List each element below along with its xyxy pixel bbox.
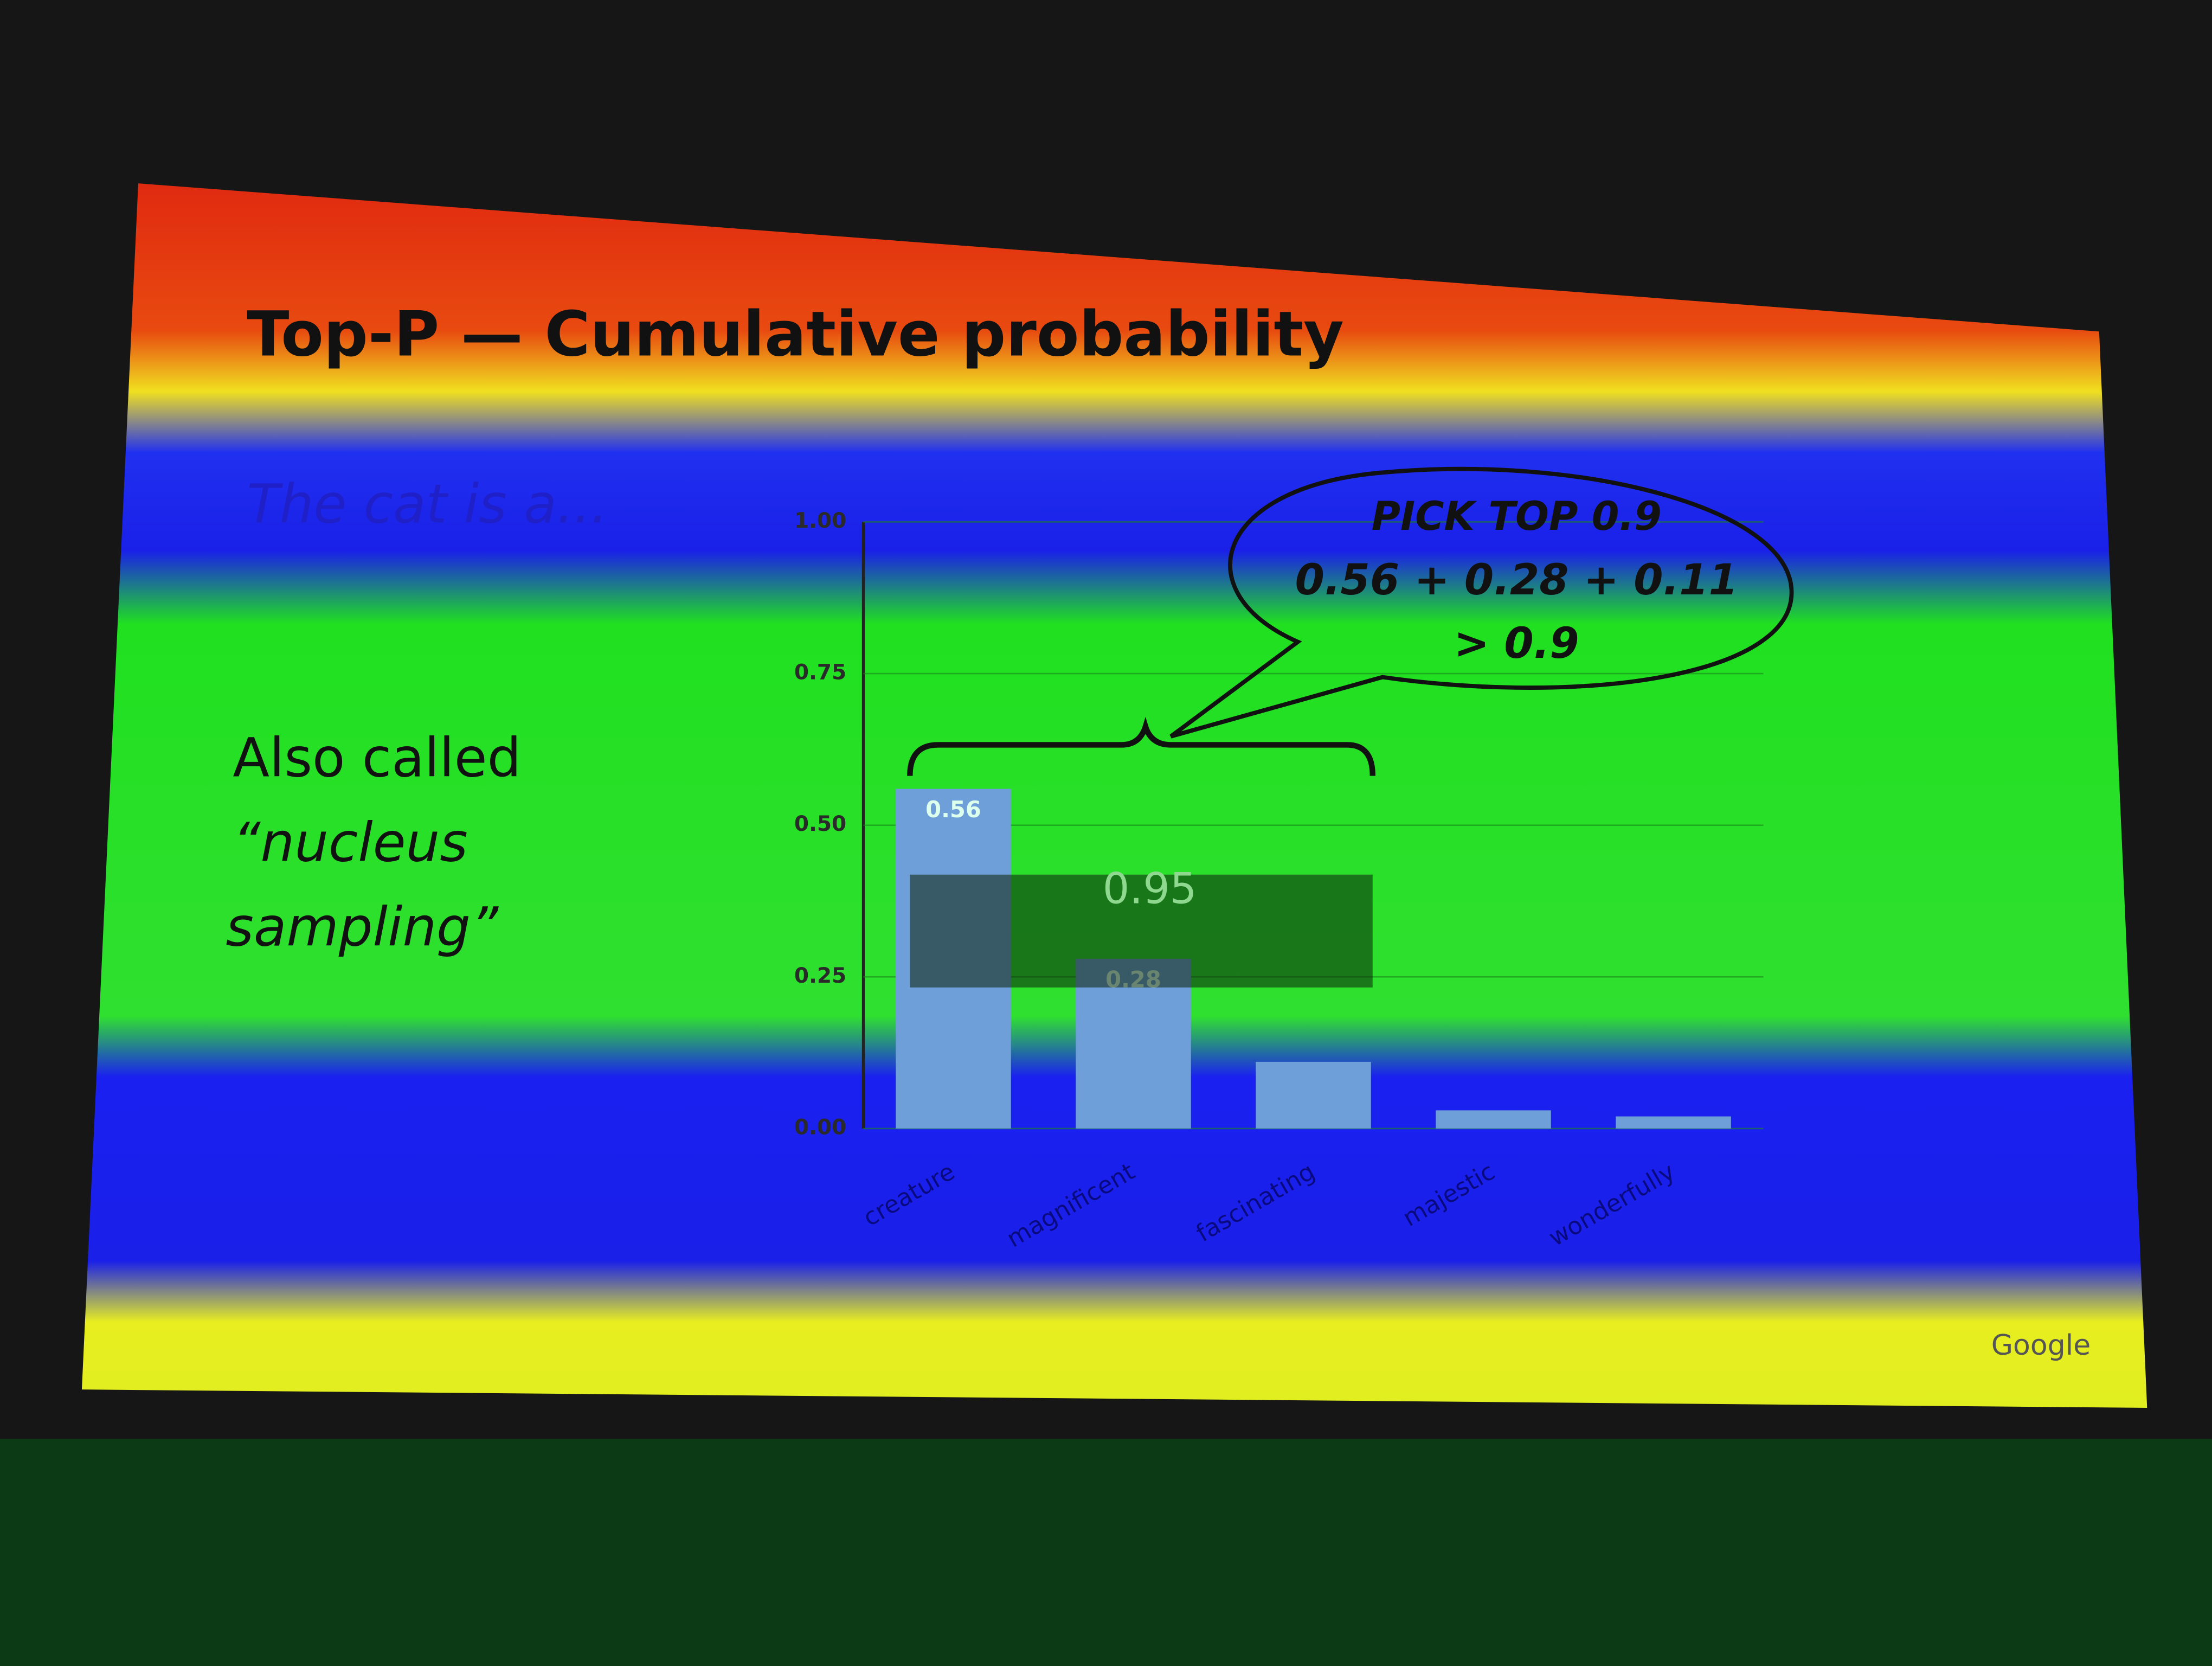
y-tick-label: 1.00 bbox=[794, 509, 846, 533]
side-text: Also called bbox=[233, 727, 521, 790]
bar bbox=[1616, 1116, 1731, 1129]
y-tick-label: 0.75 bbox=[794, 661, 846, 685]
side-text: sampling” bbox=[226, 896, 499, 959]
bubble-text: > 0.9 bbox=[1454, 619, 1579, 668]
title: Top-P — Cumulative probability bbox=[247, 298, 1343, 370]
side-text: “nucleus bbox=[233, 812, 467, 874]
bar bbox=[1256, 1061, 1371, 1129]
y-tick-label: 0.00 bbox=[794, 1115, 846, 1139]
bubble-text: 0.56 + 0.28 + 0.11 bbox=[1295, 556, 1738, 605]
footer: Google bbox=[1991, 1329, 2091, 1362]
subtitle: The cat is a... bbox=[247, 473, 608, 535]
bar bbox=[1436, 1110, 1551, 1129]
cumulative-band bbox=[910, 874, 1373, 988]
y-tick-label: 0.50 bbox=[794, 812, 846, 836]
brace bbox=[907, 716, 1375, 776]
stage bbox=[0, 1439, 2212, 1666]
value-label: 0.56 bbox=[925, 796, 981, 823]
cumulative-label: 0.95 bbox=[1103, 864, 1197, 913]
y-tick-label: 0.25 bbox=[794, 964, 846, 988]
bubble-text: PICK TOP 0.9 bbox=[1372, 494, 1662, 540]
slide bbox=[81, 183, 2147, 1408]
speech-bubble bbox=[1169, 466, 1794, 739]
